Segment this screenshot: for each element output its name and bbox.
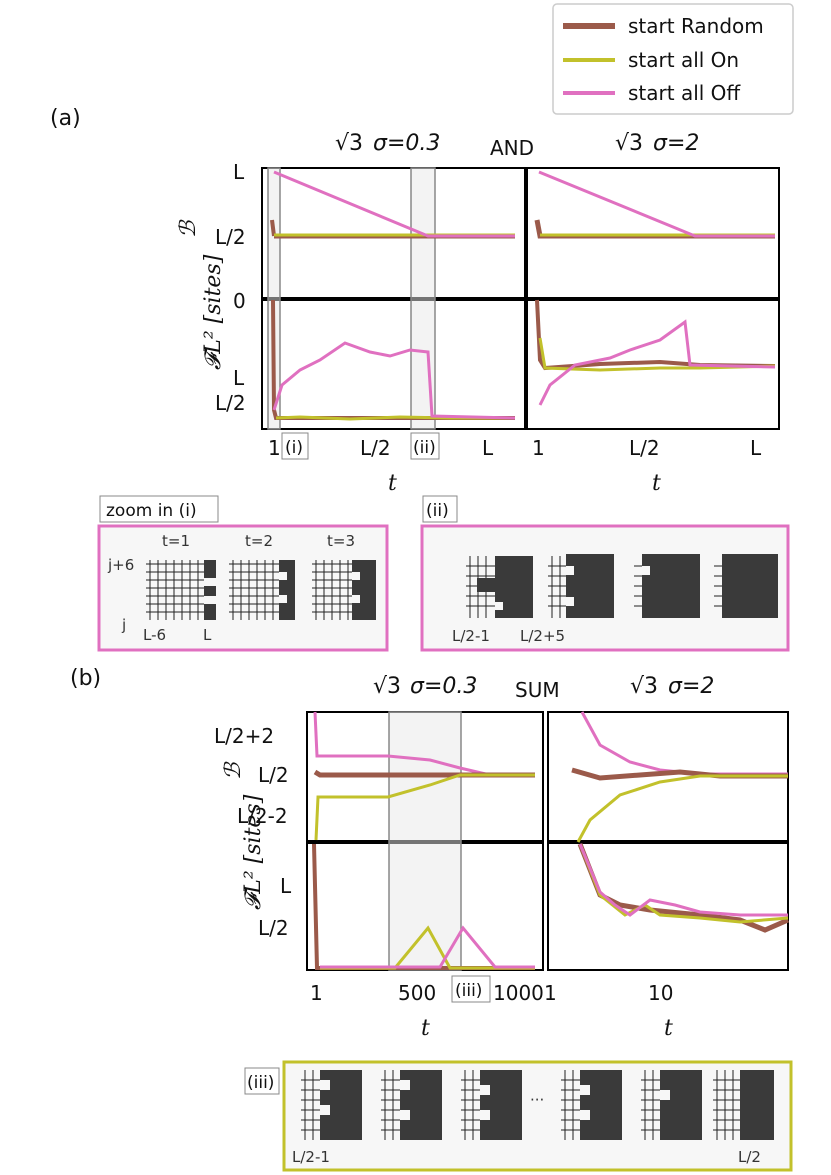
svg-text:1: 1 [268, 436, 281, 460]
svg-text:1: 1 [310, 981, 323, 1005]
svg-text:L/2: L/2 [360, 436, 391, 460]
svg-text:L: L [233, 160, 245, 184]
svg-text:t: t [421, 1016, 430, 1041]
svg-text:(iii): (iii) [455, 981, 482, 1001]
a-ytick-labels: L L/2 0 L L/2 ℬ 𝓕L² [sites] [176, 160, 246, 415]
b-left-B-on [314, 773, 535, 841]
svg-text:j: j [121, 616, 126, 634]
highlight-iii [388, 711, 462, 971]
svg-text:L-6: L-6 [143, 626, 166, 644]
a-right-F-off [538, 319, 776, 406]
svg-text:L/2+5: L/2+5 [520, 627, 565, 645]
zoom-i-tag: zoom in (i) [106, 501, 197, 521]
zoom-iii-tag: (iii) [247, 1073, 274, 1093]
svg-text:t: t [664, 1016, 673, 1041]
a-left-B-off [273, 170, 515, 238]
svg-text:σ=0.3: σ=0.3 [410, 674, 477, 699]
panel-b-titles: √3 σ=0.3 SUM √3 σ=2 [373, 674, 714, 702]
svg-text:t: t [388, 471, 397, 496]
svg-text:···: ··· [530, 1091, 544, 1109]
svg-text:t=2: t=2 [245, 532, 273, 550]
svg-text:j+6: j+6 [107, 556, 134, 574]
svg-text:L/2: L/2 [258, 763, 289, 787]
panel-a-title-right: σ=2 [653, 131, 699, 156]
svg-text:(i): (i) [285, 438, 303, 458]
svg-text:L/2: L/2 [215, 225, 246, 249]
svg-text:σ=2: σ=2 [668, 674, 714, 699]
b-right-B-off [580, 711, 788, 776]
zoom-ii-tag: (ii) [426, 501, 449, 521]
panel-a-title-left: σ=0.3 [373, 131, 440, 156]
svg-text:L/2-1: L/2-1 [452, 627, 490, 645]
zoom-ii: (ii) L/2-1 L/2+5 [420, 495, 790, 652]
svg-text:500: 500 [398, 981, 436, 1005]
svg-text:L/2: L/2 [629, 436, 660, 460]
svg-text:L/2: L/2 [738, 1148, 761, 1166]
panel-a-title-mid: AND [490, 136, 534, 160]
b-left-F-off [320, 925, 535, 969]
svg-text:1: 1 [532, 436, 545, 460]
panel-a-sqrt-right: √3 [615, 131, 643, 156]
highlight-i [267, 167, 281, 430]
panel-b-label: (b) [70, 666, 101, 691]
svg-text:L: L [280, 874, 292, 898]
svg-text:10: 10 [648, 981, 673, 1005]
svg-text:L: L [750, 436, 762, 460]
svg-text:√3: √3 [630, 674, 658, 699]
panel-a-sqrt-left: √3 [335, 131, 363, 156]
svg-text:L/2-1: L/2-1 [292, 1148, 330, 1166]
svg-text:t: t [652, 471, 661, 496]
svg-text:L/2-2: L/2-2 [237, 804, 288, 828]
svg-text:L/2: L/2 [258, 916, 289, 940]
svg-text:L/2+2: L/2+2 [214, 724, 274, 748]
a-right-B-off [538, 170, 775, 238]
a-right-F-on [538, 337, 776, 372]
svg-text:ℬ: ℬ [221, 761, 246, 780]
panel-a-titles: √3 σ=0.3 AND √3 σ=2 [335, 131, 699, 160]
svg-text:1: 1 [544, 981, 557, 1005]
svg-text:L: L [203, 626, 212, 644]
a-left-F-random [271, 299, 515, 420]
legend-label-on: start all On [628, 48, 739, 72]
svg-text:𝓕L² [sites]: 𝓕L² [sites] [201, 254, 226, 370]
zoom-i: zoom in (i) t=1 t=2 t=3 j+6 j L-6 L [97, 495, 389, 652]
svg-text:𝓕L² [sites]: 𝓕L² [sites] [241, 794, 266, 910]
svg-text:√3: √3 [373, 674, 401, 699]
a-left-F-off [272, 341, 516, 420]
legend-label-off: start all Off [628, 81, 741, 105]
zoom-iii: (iii) ··· L/2-1 L/2 [244, 1060, 793, 1172]
svg-text:(ii): (ii) [413, 438, 436, 458]
svg-text:1000: 1000 [493, 981, 544, 1005]
svg-text:t=3: t=3 [327, 532, 355, 550]
a-xtick-labels: 1 (i) L/2 (ii) L t 1 L/2 L t [268, 432, 762, 496]
legend: start Random start all On start all Off [552, 3, 794, 115]
svg-text:L/2: L/2 [215, 391, 246, 415]
svg-text:0: 0 [233, 289, 246, 313]
svg-text:t=1: t=1 [162, 532, 190, 550]
svg-text:ℬ: ℬ [176, 219, 201, 238]
svg-text:SUM: SUM [515, 678, 560, 702]
a-left-B-random-spike [270, 219, 276, 237]
b-tick-labels: L/2+2 L/2 L/2-2 L L/2 ℬ 𝓕L² [sites] 1 50… [214, 724, 673, 1041]
b-right-F-off [578, 843, 788, 917]
b-right-B-on [576, 774, 788, 843]
svg-text:L: L [482, 436, 494, 460]
legend-label-random: start Random [628, 14, 764, 38]
a-right-F-random [535, 299, 776, 371]
panel-a-label: (a) [50, 106, 81, 131]
b-right-F-on [578, 843, 789, 924]
svg-text:L: L [233, 366, 245, 390]
